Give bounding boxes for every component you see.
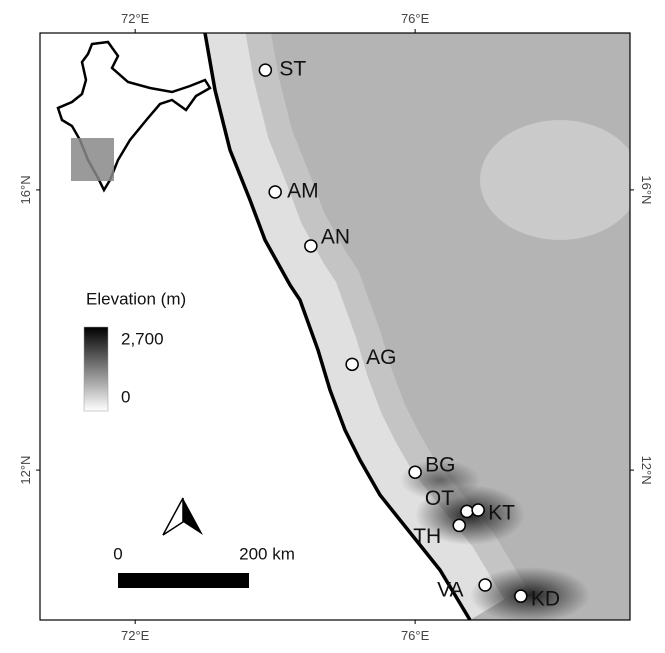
colorbar [83, 326, 109, 412]
site-label: KT [488, 502, 515, 525]
north-arrow [162, 497, 203, 536]
site-label: BG [425, 454, 455, 477]
site-marker [268, 185, 282, 199]
x-tick-label: 72°E [121, 628, 150, 643]
scale-bar [118, 573, 249, 588]
site-label: OT [425, 487, 454, 510]
site-label: ST [279, 58, 306, 81]
site-label: VA [437, 579, 463, 602]
site-label: TH [413, 525, 441, 548]
x-tick-label: 72°E [121, 11, 150, 26]
legend-min: 0 [121, 387, 130, 406]
elevation-raster [203, 33, 630, 620]
site-marker [408, 465, 422, 479]
site-marker [452, 518, 466, 533]
scale-end: 200 km [239, 544, 295, 563]
legend-max: 2,700 [121, 329, 164, 348]
y-tick-label: 16°N [639, 175, 654, 204]
scale-start: 0 [113, 544, 122, 563]
site-marker [258, 63, 273, 77]
legend-title: Elevation (m) [86, 289, 186, 308]
site-label: AN [321, 225, 350, 248]
site-marker [514, 589, 528, 603]
site-marker [304, 239, 318, 253]
site-marker [471, 503, 485, 517]
y-tick-label: 12°N [18, 456, 33, 485]
y-tick-label: 12°N [639, 456, 654, 485]
site-marker [460, 504, 474, 519]
site-marker [478, 578, 492, 592]
y-tick-label: 16°N [18, 175, 33, 204]
site-marker [345, 357, 359, 372]
site-label: AG [366, 346, 396, 369]
india-inset [56, 40, 212, 193]
x-tick-label: 76°E [401, 11, 430, 26]
site-label: KD [531, 588, 560, 611]
site-label: AM [287, 180, 319, 203]
map-frame [39, 32, 631, 621]
x-tick-label: 76°E [401, 628, 430, 643]
